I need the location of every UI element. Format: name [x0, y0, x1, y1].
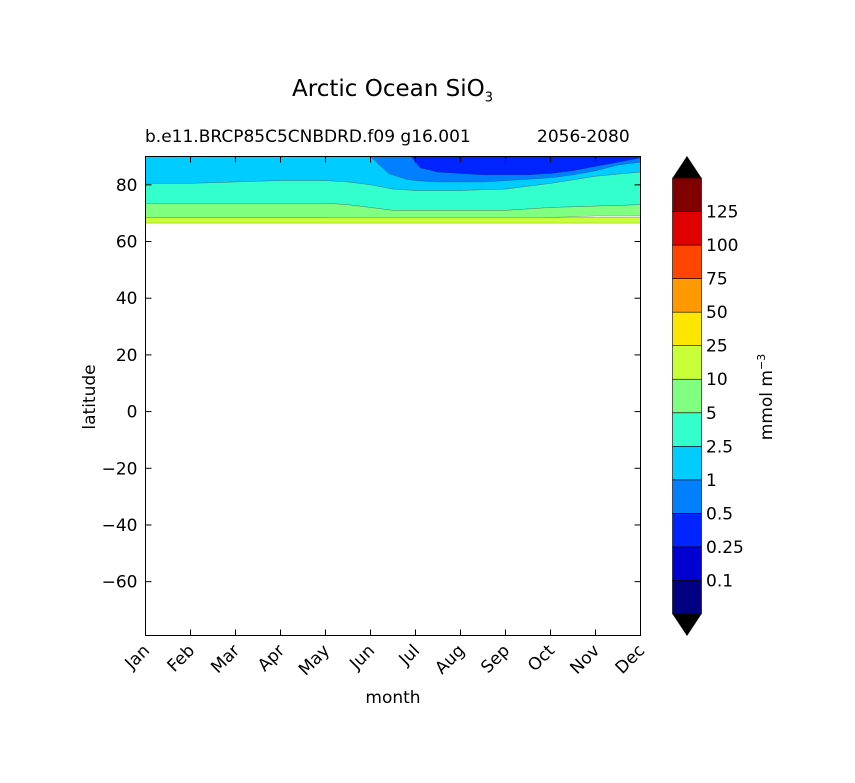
- colorbar-tick-label: 2.5: [706, 437, 733, 457]
- colorbar-label: mmol m−3: [755, 354, 777, 440]
- x-tick-label: Oct: [524, 641, 559, 676]
- x-tick-label: Jul: [395, 641, 424, 670]
- x-tick-label: Sep: [477, 641, 514, 678]
- y-tick-label: −60: [102, 573, 138, 593]
- y-tick-label: 20: [116, 346, 138, 366]
- chart-subtitle-years: 2056-2080: [537, 127, 630, 147]
- y-tick-label: 60: [116, 233, 138, 253]
- x-tick-label: Nov: [566, 641, 604, 679]
- x-tick-label: Jun: [345, 641, 379, 675]
- colorbar-extend-min: [672, 614, 702, 636]
- y-tick-label: 0: [127, 403, 138, 423]
- colorbar-segment: [672, 580, 702, 615]
- colorbar-tick-label: 5: [706, 404, 717, 424]
- colorbar-segment: [672, 244, 702, 279]
- y-tick-label: −40: [102, 516, 138, 536]
- y-axis-label: latitude: [80, 364, 100, 429]
- x-tick-label: Mar: [207, 641, 244, 678]
- y-tick-label: 80: [116, 176, 138, 196]
- colorbar-tick-label: 0.25: [706, 538, 744, 558]
- colorbar-segment: [672, 412, 702, 447]
- x-tick-label: Apr: [254, 641, 289, 676]
- colorbar-segment: [672, 446, 702, 481]
- contour-band-5: [145, 217, 641, 224]
- colorbar-tick-label: 1: [706, 471, 717, 491]
- colorbar-segment: [672, 311, 702, 346]
- x-tick-label: May: [295, 641, 334, 680]
- y-tick-label: 40: [116, 289, 138, 309]
- y-axis: 80 60 40 20 0 −20 −40 −60: [102, 176, 641, 593]
- colorbar-tick-label: 25: [706, 337, 728, 357]
- colorbar-segment: [672, 513, 702, 548]
- colorbar-tick-label: 0.5: [706, 504, 733, 524]
- colorbar-segment: [672, 211, 702, 246]
- colorbar-extend-max: [672, 156, 702, 178]
- plot-frame: [145, 156, 641, 636]
- chart-title: Arctic Ocean SiO3: [292, 76, 493, 106]
- colorbar-segment: [672, 177, 702, 212]
- x-tick-label: Dec: [612, 641, 649, 678]
- contour-fills: [145, 156, 641, 224]
- colorbar-label-unit: mmol m: [757, 370, 777, 440]
- colorbar-segment: [672, 479, 702, 514]
- colorbar-tick-label: 50: [706, 303, 728, 323]
- colorbar-segment: [672, 345, 702, 380]
- colorbar-label-exponent: −3: [755, 354, 768, 370]
- colorbar: 0.1 0.25 0.5 1 2.5 5 10 25 50 75 100 125: [672, 156, 744, 636]
- x-axis: Jan Feb Mar Apr May Jun Jul Aug Sep Oct Nov Dec: [121, 156, 649, 680]
- x-tick-label: Feb: [164, 641, 199, 676]
- x-tick-label: Jan: [121, 641, 154, 674]
- x-axis-label: month: [365, 688, 420, 708]
- colorbar-segment: [672, 546, 702, 581]
- x-tick-label: Aug: [431, 641, 469, 679]
- colorbar-segment: [672, 278, 702, 313]
- colorbar-tick-label: 0.1: [706, 571, 733, 591]
- colorbar-tick-label: 125: [706, 203, 738, 223]
- chart-subtitle-case: b.e11.BRCP85C5CNBDRD.f09 g16.001: [145, 127, 471, 147]
- y-tick-label: −20: [102, 459, 138, 479]
- colorbar-tick-label: 100: [706, 236, 738, 256]
- colorbar-segment: [672, 378, 702, 414]
- colorbar-tick-label: 10: [706, 370, 728, 390]
- colorbar-tick-label: 75: [706, 270, 728, 290]
